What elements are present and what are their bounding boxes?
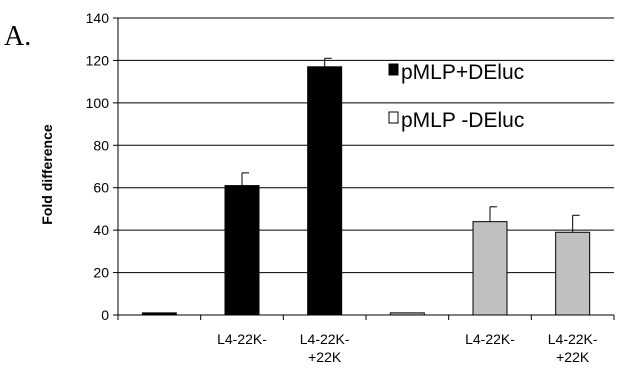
x-category-label: L4-22K-	[300, 331, 350, 347]
y-tick-label: 120	[86, 52, 110, 68]
panel-label: A.	[4, 21, 31, 52]
grid-lines	[118, 17, 614, 274]
y-tick-label: 20	[93, 265, 109, 281]
y-axis-label: Fold difference	[39, 124, 55, 225]
x-tick-labels: L4-22K- L4-22K- +22K L4-22K- L4-22K- +22K	[217, 331, 598, 365]
y-tick-labels: 0 20 40 60 80 100 120 140	[86, 10, 110, 323]
y-tick-label: 100	[86, 95, 110, 111]
legend-label-2: pMLP -DEluc	[401, 109, 524, 132]
x-category-label: L4-22K-	[548, 331, 598, 347]
bar-2-2	[472, 221, 508, 316]
y-tick-label: 60	[93, 180, 109, 196]
bars	[141, 57, 591, 316]
axes	[113, 17, 615, 320]
legend: pMLP+DEluc pMLP -DEluc	[388, 61, 524, 132]
legend-label-1: pMLP+DEluc	[401, 61, 524, 84]
legend-swatch-2	[388, 111, 399, 124]
y-tick-label: 40	[93, 222, 109, 238]
x-category-label: +22K	[556, 349, 590, 365]
legend-swatch-1	[388, 63, 399, 76]
y-tick-label: 0	[101, 307, 109, 323]
y-tick-label: 140	[86, 10, 110, 26]
y-tick-label: 80	[93, 137, 109, 153]
x-category-label: L4-22K-	[217, 331, 267, 347]
bar-2-3	[555, 231, 591, 316]
bar-1-3	[307, 66, 343, 316]
bar-1-2	[224, 185, 260, 316]
x-category-label: L4-22K-	[465, 331, 515, 347]
x-category-label: +22K	[308, 349, 342, 365]
